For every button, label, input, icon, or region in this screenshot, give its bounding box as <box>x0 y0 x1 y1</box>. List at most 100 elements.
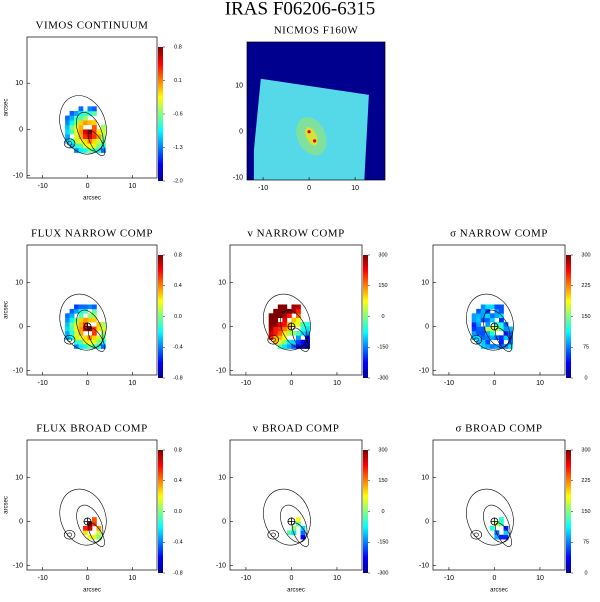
y-tick-label: 10 <box>15 279 23 286</box>
contour <box>67 532 73 537</box>
map-pixel <box>291 308 297 314</box>
map-pixel <box>69 322 75 327</box>
map-pixel <box>78 115 84 121</box>
map-pixel <box>65 326 70 332</box>
x-tick-label: -10 <box>38 380 48 387</box>
map-pixel <box>503 326 509 332</box>
map-pixel <box>480 326 486 332</box>
map-pixel <box>87 317 93 323</box>
contours <box>263 488 311 547</box>
map-pixel <box>74 147 79 153</box>
map-pixel <box>100 147 106 153</box>
plot-frame <box>26 36 158 179</box>
y-tick-label: 0 <box>425 518 429 525</box>
colorbar-tick-label: 225 <box>581 478 590 484</box>
x-tick-label: 10 <box>333 380 341 387</box>
map-pixel <box>83 120 88 126</box>
map-pixel <box>286 530 292 536</box>
map-pixel <box>83 317 88 323</box>
map-pixel <box>499 308 504 314</box>
nucleus-cross <box>490 517 499 526</box>
map-pixel <box>300 530 306 536</box>
map-pixel <box>273 308 279 314</box>
map-pixel <box>296 339 301 345</box>
x-tick-label: 10 <box>128 575 136 582</box>
map-pixel <box>300 326 306 332</box>
colorbar-tick-label: 300 <box>378 447 387 453</box>
y-tick-label: 0 <box>425 323 429 330</box>
x-tick-label: 10 <box>128 380 136 387</box>
map-pixel <box>494 313 500 319</box>
map-pixel <box>300 339 306 345</box>
map-pixel <box>291 339 297 345</box>
map-pixel <box>471 317 477 323</box>
colorbar-tick-label: 75 <box>583 540 589 546</box>
colorbar-tick-label: -0.4 <box>173 540 182 546</box>
map-pixel <box>305 335 310 341</box>
colorbar-tick-label: 0 <box>584 570 587 576</box>
contour <box>63 138 76 149</box>
map-pixel <box>471 335 477 341</box>
map-pixel <box>65 330 70 336</box>
map-pixel <box>92 534 97 540</box>
map-pixel <box>291 344 297 349</box>
map-pixel <box>291 322 297 327</box>
map-pixel <box>65 129 70 135</box>
map-pixel <box>485 317 491 323</box>
map-pixel <box>277 339 283 345</box>
map-pixel <box>96 129 102 135</box>
map-pixel <box>83 530 88 536</box>
contour <box>59 488 107 546</box>
map-pixel <box>277 322 283 327</box>
map-pixel <box>74 143 79 149</box>
contour <box>270 337 276 342</box>
colorbar <box>363 255 368 378</box>
y-tick-label: -10 <box>216 367 226 374</box>
map-pixel <box>100 129 106 135</box>
map-pixel <box>273 339 279 345</box>
map-pixel <box>268 322 274 327</box>
map-pixel <box>92 339 97 345</box>
panel-title: VIMOS CONTINUUM <box>36 20 149 32</box>
contours <box>263 293 311 352</box>
map-pixel <box>96 335 102 341</box>
x-tick-label: 0 <box>492 575 496 582</box>
colorbar-tick-label: 300 <box>581 252 590 258</box>
map-pixel <box>87 304 93 310</box>
colorbar-tick-label: -2.0 <box>173 178 182 184</box>
map-pixel <box>489 304 495 310</box>
contour <box>59 95 107 155</box>
map-pixel <box>96 530 102 536</box>
nucleus <box>307 130 311 134</box>
map-pixel <box>78 134 84 140</box>
colorbar-tick-label: 225 <box>581 283 590 289</box>
map-pixel <box>305 326 310 332</box>
map-pixel <box>87 134 93 140</box>
map-pixel <box>286 313 292 319</box>
x-tick-label: 0 <box>307 185 311 192</box>
x-tick-label: 0 <box>86 183 90 190</box>
colorbar-tick-label: 0.4 <box>174 283 182 289</box>
map-pixel <box>78 326 84 332</box>
map-pixel <box>69 138 75 144</box>
map-pixel <box>268 330 274 336</box>
map-pixel <box>92 138 97 144</box>
map-pixel <box>268 317 274 323</box>
colorbar-tick-label: -0.8 <box>173 375 182 381</box>
colorbar-tick-label: 0 <box>584 375 587 381</box>
contour <box>263 293 311 351</box>
colorbar-tick-label: 150 <box>581 509 590 515</box>
map-pixel <box>471 322 477 327</box>
map-pixel <box>273 335 279 341</box>
map-pixel <box>100 330 106 336</box>
map-pixel <box>268 313 274 319</box>
colorbar-tick-label: -150 <box>377 345 388 351</box>
map-pixel <box>480 308 486 314</box>
panel-title: FLUX NARROW COMP <box>31 228 153 240</box>
map-pixel <box>92 330 97 336</box>
y-tick-label: 10 <box>235 83 243 90</box>
map-pixel <box>74 326 79 332</box>
map-pixel <box>480 304 486 310</box>
map-pixel <box>286 326 292 332</box>
map-pixel <box>100 326 106 332</box>
